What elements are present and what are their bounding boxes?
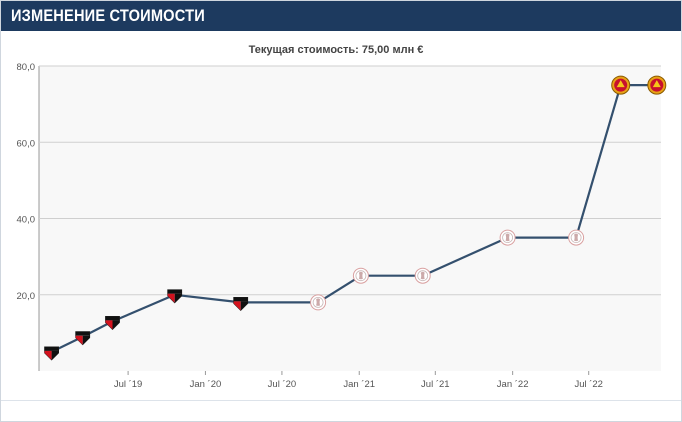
data-point-sao-paulo-crest-icon xyxy=(105,315,120,330)
market-value-chart: Текущая стоимость: 75,00 млн € 20,0 40,0 6… xyxy=(17,44,667,390)
y-tick-label: 40,0 xyxy=(17,215,36,226)
data-point-sao-paulo-crest-icon xyxy=(44,346,59,361)
data-point-manchester-united-crest-icon xyxy=(611,75,631,95)
x-tick-label: Jul ´19 xyxy=(114,379,143,390)
data-point-ajax-crest-icon xyxy=(352,267,369,284)
y-tick-label: 80,0 xyxy=(17,62,36,73)
data-point-ajax-crest-icon xyxy=(568,229,585,246)
chart-area: Текущая стоимость: 75,00 млн € 20,0 40,0 6… xyxy=(1,31,681,401)
panel-header: ИЗМЕНЕНИЕ СТОИМОСТИ xyxy=(1,1,681,31)
x-tick-label: Jan ´20 xyxy=(190,379,222,390)
panel-footer-divider xyxy=(1,400,681,401)
data-point-sao-paulo-crest-icon xyxy=(233,296,249,311)
x-tick-label: Jul ´22 xyxy=(574,379,603,390)
data-point-ajax-crest-icon xyxy=(414,267,431,284)
data-point-ajax-crest-icon xyxy=(499,229,516,246)
x-tick-label: Jul ´20 xyxy=(268,379,297,390)
chart-title: Текущая стоимость: 75,00 млн € xyxy=(249,44,424,56)
panel-title: ИЗМЕНЕНИЕ СТОИМОСТИ xyxy=(11,6,205,25)
y-tick-label: 60,0 xyxy=(17,138,36,149)
x-tick-label: Jan ´21 xyxy=(343,379,375,390)
data-point-sao-paulo-crest-icon xyxy=(75,331,91,346)
data-point-ajax-crest-icon xyxy=(310,294,327,311)
data-point-sao-paulo-crest-icon xyxy=(167,289,183,304)
x-tick-label: Jan ´22 xyxy=(497,379,529,390)
x-tick-label: Jul ´21 xyxy=(421,379,450,390)
data-point-manchester-united-crest-icon xyxy=(647,75,667,95)
y-tick-label: 20,0 xyxy=(17,291,36,302)
